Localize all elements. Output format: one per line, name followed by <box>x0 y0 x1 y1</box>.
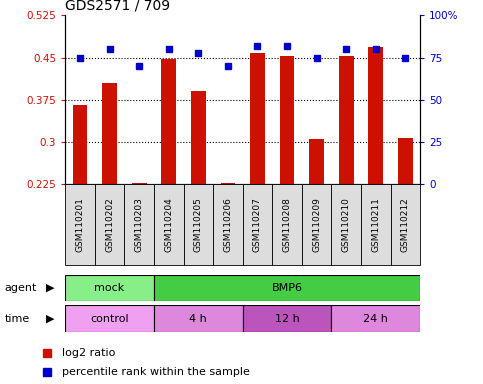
Text: GSM110206: GSM110206 <box>224 197 232 252</box>
Bar <box>154 275 420 301</box>
Bar <box>369 48 383 184</box>
Bar <box>221 183 235 184</box>
Text: control: control <box>90 314 129 324</box>
Bar <box>72 106 87 184</box>
Bar <box>213 184 242 265</box>
Bar <box>302 184 331 265</box>
Bar <box>242 305 331 332</box>
Text: GSM110209: GSM110209 <box>312 197 321 252</box>
Bar <box>361 184 391 265</box>
Text: BMP6: BMP6 <box>271 283 302 293</box>
Bar <box>154 184 184 265</box>
Bar <box>242 184 272 265</box>
Text: ▶: ▶ <box>46 314 55 324</box>
Text: 4 h: 4 h <box>189 314 207 324</box>
Bar <box>102 83 117 184</box>
Text: GSM110203: GSM110203 <box>135 197 143 252</box>
Bar <box>391 184 420 265</box>
Bar <box>154 305 243 332</box>
Bar <box>272 184 302 265</box>
Bar <box>250 53 265 184</box>
Bar <box>331 184 361 265</box>
Bar <box>65 305 154 332</box>
Bar <box>65 184 95 265</box>
Text: GSM110208: GSM110208 <box>283 197 292 252</box>
Text: GDS2571 / 709: GDS2571 / 709 <box>65 0 170 13</box>
Text: 12 h: 12 h <box>275 314 299 324</box>
Bar <box>184 184 213 265</box>
Bar <box>331 305 420 332</box>
Text: agent: agent <box>5 283 37 293</box>
Text: 24 h: 24 h <box>363 314 388 324</box>
Text: GSM110201: GSM110201 <box>75 197 85 252</box>
Text: time: time <box>5 314 30 324</box>
Text: GSM110202: GSM110202 <box>105 197 114 252</box>
Text: GSM110211: GSM110211 <box>371 197 380 252</box>
Bar <box>132 183 146 184</box>
Text: GSM110210: GSM110210 <box>342 197 351 252</box>
Bar <box>309 139 324 184</box>
Bar <box>161 59 176 184</box>
Bar <box>339 56 354 184</box>
Bar <box>95 184 125 265</box>
Text: GSM110207: GSM110207 <box>253 197 262 252</box>
Text: GSM110204: GSM110204 <box>164 197 173 252</box>
Text: mock: mock <box>95 283 125 293</box>
Bar <box>191 91 206 184</box>
Bar <box>125 184 154 265</box>
Bar <box>280 56 295 184</box>
Text: ▶: ▶ <box>46 283 55 293</box>
Bar <box>65 275 154 301</box>
Bar <box>398 137 413 184</box>
Text: GSM110212: GSM110212 <box>401 197 410 252</box>
Text: GSM110205: GSM110205 <box>194 197 203 252</box>
Text: log2 ratio: log2 ratio <box>62 348 115 358</box>
Text: percentile rank within the sample: percentile rank within the sample <box>62 367 250 377</box>
